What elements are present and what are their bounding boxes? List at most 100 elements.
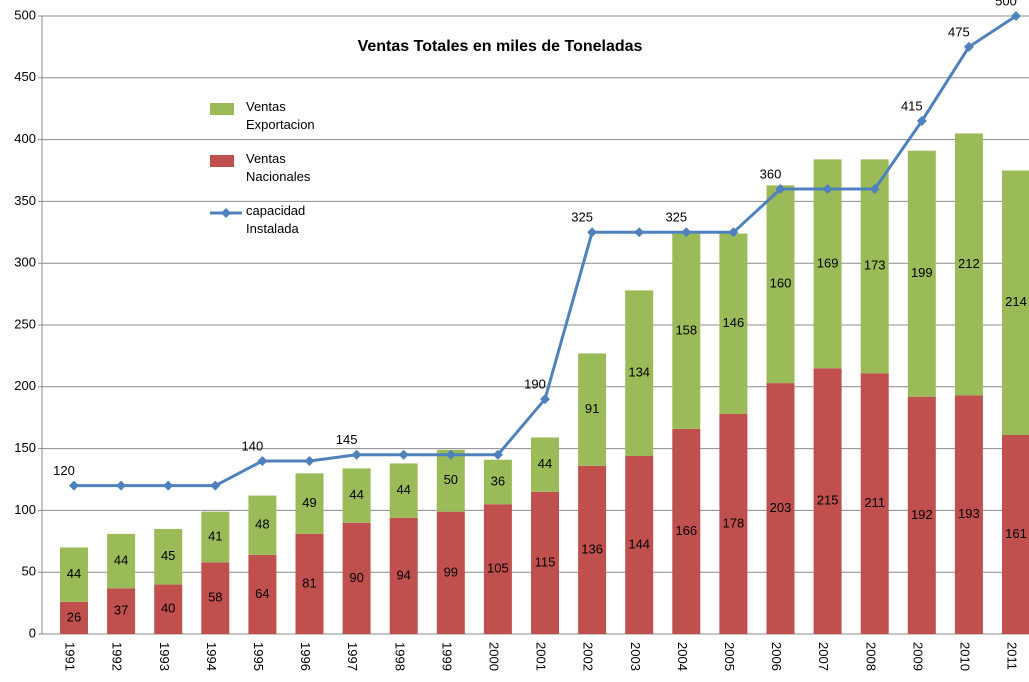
bar — [248, 554, 277, 634]
y-tick-label: 150 — [14, 440, 36, 455]
y-tick-label: 50 — [22, 564, 36, 579]
data-label: 146 — [723, 315, 745, 330]
bar — [107, 588, 136, 634]
y-tick-label: 0 — [29, 625, 36, 640]
data-label: 161 — [1005, 526, 1027, 541]
x-tick-label: 1997 — [345, 642, 360, 671]
legend-item: Ventas Exportacion — [210, 99, 346, 152]
x-tick-label: 1996 — [298, 642, 313, 671]
marker — [775, 184, 786, 195]
marker — [163, 480, 174, 491]
data-label: 136 — [581, 541, 603, 556]
marker — [398, 449, 409, 460]
data-label: 44 — [114, 553, 128, 568]
marker — [492, 449, 503, 460]
marker — [69, 480, 79, 491]
data-label: 50 — [444, 472, 458, 487]
x-tick-label: 1993 — [157, 642, 172, 671]
data-label: 140 — [242, 438, 264, 453]
y-tick-label: 350 — [14, 193, 36, 208]
legend-label: Ventas Nacionales — [246, 151, 311, 184]
x-tick-label: 1994 — [204, 642, 219, 671]
bar — [154, 584, 183, 634]
bar — [719, 413, 748, 634]
data-label: 178 — [723, 515, 745, 530]
data-label: 90 — [349, 570, 363, 585]
data-label: 475 — [948, 24, 970, 39]
data-label: 325 — [571, 210, 593, 225]
bar — [954, 133, 983, 396]
data-label: 173 — [864, 258, 886, 273]
data-label: 166 — [675, 523, 697, 538]
legend-label: capacidad Instalada — [246, 203, 306, 236]
data-label: 415 — [901, 98, 923, 113]
marker — [634, 227, 645, 238]
x-tick-label: 2001 — [534, 642, 549, 671]
marker — [257, 455, 268, 466]
marker — [304, 455, 315, 466]
marker — [445, 449, 456, 460]
data-label: 325 — [665, 210, 687, 225]
data-label: 215 — [817, 493, 839, 508]
y-tick-label: 500 — [14, 7, 36, 22]
bar — [578, 353, 607, 466]
data-label: 64 — [255, 586, 269, 601]
legend: Ventas Exportacion Ventas Nacionales capac… — [210, 99, 346, 256]
x-tick-label: 1998 — [392, 642, 407, 671]
data-label: 144 — [628, 536, 650, 551]
y-tick-label: 400 — [14, 131, 36, 146]
bar — [766, 383, 795, 634]
x-tick-label: 2003 — [628, 642, 643, 671]
bar — [342, 522, 371, 634]
data-label: 190 — [524, 377, 546, 392]
data-label: 158 — [675, 323, 697, 338]
data-label: 44 — [349, 487, 363, 502]
marker — [728, 227, 739, 238]
legend-line — [210, 208, 242, 218]
bar — [201, 511, 230, 563]
bar — [860, 159, 889, 374]
bar — [436, 449, 465, 512]
bar — [719, 233, 748, 414]
data-label: 192 — [911, 507, 933, 522]
x-tick-label: 2002 — [581, 642, 596, 671]
marker — [916, 116, 927, 127]
data-label: 44 — [396, 482, 410, 497]
data-label: 134 — [628, 365, 650, 380]
marker — [587, 227, 598, 238]
x-tick-label: 2011 — [1005, 642, 1020, 670]
data-label: 211 — [864, 495, 885, 510]
bar — [954, 395, 983, 634]
marker — [822, 184, 833, 195]
bar — [766, 185, 795, 384]
bar — [1002, 170, 1029, 436]
bar — [389, 517, 418, 634]
bar — [60, 601, 88, 634]
data-label: 500 — [995, 0, 1017, 8]
bar — [907, 150, 936, 397]
data-label: 105 — [487, 561, 509, 576]
y-tick-label: 200 — [14, 378, 36, 393]
x-tick-label: 2008 — [863, 642, 878, 671]
bar — [201, 562, 230, 634]
data-label: 81 — [302, 575, 316, 590]
bar — [672, 233, 701, 429]
bar — [154, 528, 183, 585]
legend-swatch — [210, 207, 242, 219]
bar — [483, 504, 512, 634]
x-tick-label: 2006 — [769, 642, 784, 671]
data-label: 120 — [53, 463, 75, 478]
chart-title: Ventas Totales en miles de Toneladas — [358, 38, 643, 55]
data-label: 41 — [208, 528, 222, 543]
x-tick-label: 2007 — [816, 642, 831, 671]
data-label: 99 — [444, 564, 458, 579]
legend-label: Ventas Exportacion — [246, 99, 315, 132]
data-label: 58 — [208, 590, 222, 605]
y-tick-label: 300 — [14, 255, 36, 270]
bar — [248, 495, 277, 555]
y-tick-label: 250 — [14, 316, 36, 331]
bar — [813, 159, 842, 369]
data-label: 49 — [302, 495, 316, 510]
data-label: 160 — [770, 276, 792, 291]
